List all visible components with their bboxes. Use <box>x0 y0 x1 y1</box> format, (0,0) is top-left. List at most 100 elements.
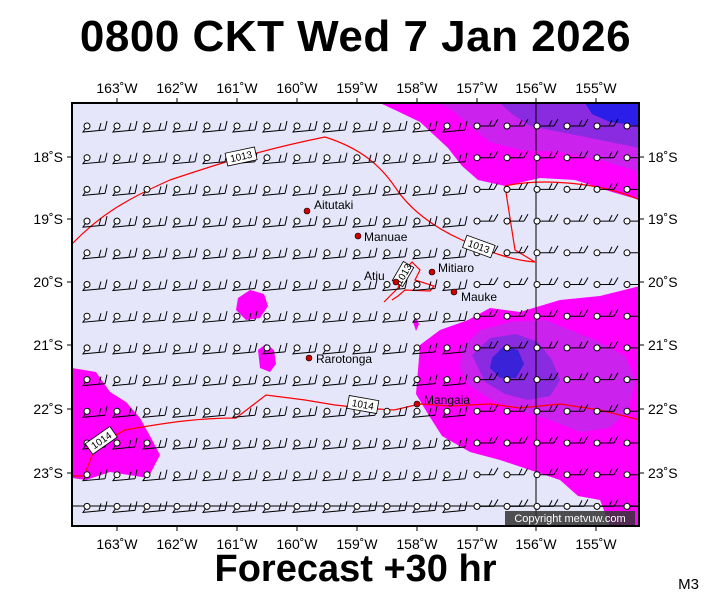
wind-barb <box>473 213 499 225</box>
wind-barb <box>322 342 348 355</box>
rain-cell-rarotonga <box>258 344 276 372</box>
wind-barb <box>623 439 639 447</box>
wind-barb <box>412 437 438 450</box>
wind-barb <box>593 340 619 352</box>
wind-barb <box>593 277 619 288</box>
lon-label-top: 156˚W <box>515 80 557 96</box>
wind-barb <box>442 120 468 133</box>
wind-barb <box>352 120 378 133</box>
wind-barb <box>593 499 619 510</box>
wind-barb <box>473 150 499 162</box>
place-aitutaki: Aitutaki <box>303 198 353 215</box>
wind-barb <box>142 311 168 323</box>
lon-label-bottom: 163˚W <box>96 536 138 552</box>
wind-barb <box>172 215 198 228</box>
lon-label-bottom: 160˚W <box>276 536 318 552</box>
wind-barb <box>382 437 408 450</box>
wind-barb <box>382 406 408 418</box>
wind-barb <box>382 374 408 387</box>
wind-barb <box>352 501 378 513</box>
wind-barb <box>142 279 168 292</box>
wind-barb <box>563 340 589 352</box>
wind-barb <box>202 184 228 196</box>
wind-barb <box>112 437 138 450</box>
wind-barb <box>142 120 168 133</box>
wind-barb <box>82 374 108 387</box>
wind-barb <box>352 279 378 292</box>
wind-barb <box>563 277 589 288</box>
wind-barb <box>503 277 529 288</box>
weather-map: 1013 1013 1013 1014 1014 Aitutaki Manuae… <box>33 80 677 552</box>
wind-barb <box>623 407 639 415</box>
wind-barb <box>503 435 529 447</box>
wind-barb <box>322 184 348 196</box>
wind-barb <box>412 279 438 292</box>
lat-label-left: 18˚S <box>33 149 63 165</box>
isobar-label-1014-a: 1014 <box>346 395 380 414</box>
wind-barb <box>112 469 138 482</box>
wind-barb <box>82 406 108 418</box>
svg-text:1013: 1013 <box>229 150 253 165</box>
wind-barb <box>322 120 348 133</box>
wind-barb <box>82 501 108 513</box>
lon-label-bottom: 155˚W <box>575 536 617 552</box>
wind-barb <box>172 374 198 387</box>
wind-barb <box>202 374 228 387</box>
wind-barb <box>352 437 378 450</box>
wind-barb <box>112 279 138 292</box>
wind-barb <box>593 245 619 257</box>
svg-text:Mangaia: Mangaia <box>424 393 470 407</box>
lon-label-bottom: 157˚W <box>456 536 498 552</box>
wind-barb <box>623 312 639 320</box>
map-axes: 163˚W 163˚W 162˚W 162˚W 161˚W 161˚W 160˚W 160˚W… <box>33 80 677 552</box>
wind-barb <box>142 469 168 482</box>
wind-barb <box>232 120 258 133</box>
wind-barb <box>112 501 138 513</box>
wind-barb <box>262 406 288 418</box>
wind-barb <box>412 311 438 323</box>
place-mitiaro: Mitiaro <box>428 261 474 276</box>
wind-barb <box>593 308 619 320</box>
wind-barb <box>412 215 438 228</box>
wind-barb <box>352 184 378 196</box>
lon-label-top: 161˚W <box>216 80 258 96</box>
wind-barb <box>172 437 198 450</box>
wind-barb <box>503 150 529 162</box>
wind-barb <box>412 120 438 133</box>
wind-barb <box>292 184 318 196</box>
wind-barb <box>202 247 228 260</box>
lat-label-left: 23˚S <box>33 465 63 481</box>
lat-label-right: 20˚S <box>648 274 678 290</box>
lat-label-left: 21˚S <box>33 337 63 353</box>
rain-cell-west <box>236 290 268 320</box>
wind-barb <box>412 406 438 418</box>
wind-barb <box>172 247 198 260</box>
wind-barb <box>412 184 438 196</box>
wind-barb <box>352 469 378 482</box>
wind-barb <box>202 501 228 513</box>
svg-text:Copyright metvuw.com: Copyright metvuw.com <box>514 513 625 525</box>
wind-barb <box>232 406 258 418</box>
wind-barb <box>533 118 559 130</box>
wind-barb <box>142 152 168 165</box>
wind-barb <box>503 499 529 510</box>
wind-barb <box>412 501 438 513</box>
wind-barb <box>322 374 348 387</box>
wind-barb <box>352 342 378 355</box>
wind-barb <box>473 404 499 415</box>
wind-barb <box>563 182 589 193</box>
wind-barb <box>593 467 619 479</box>
wind-barb <box>503 340 529 352</box>
wind-barb <box>172 501 198 513</box>
lon-label-bottom: 156˚W <box>515 536 557 552</box>
wind-barb <box>563 213 589 225</box>
lon-label-top: 160˚W <box>276 80 318 96</box>
wind-barb <box>382 311 408 323</box>
wind-barb <box>563 499 589 510</box>
wind-barb <box>533 308 559 320</box>
wind-barb <box>262 374 288 387</box>
wind-barb <box>322 215 348 228</box>
wind-barb <box>142 406 168 418</box>
wind-barb <box>382 215 408 228</box>
wind-barb <box>82 342 108 355</box>
